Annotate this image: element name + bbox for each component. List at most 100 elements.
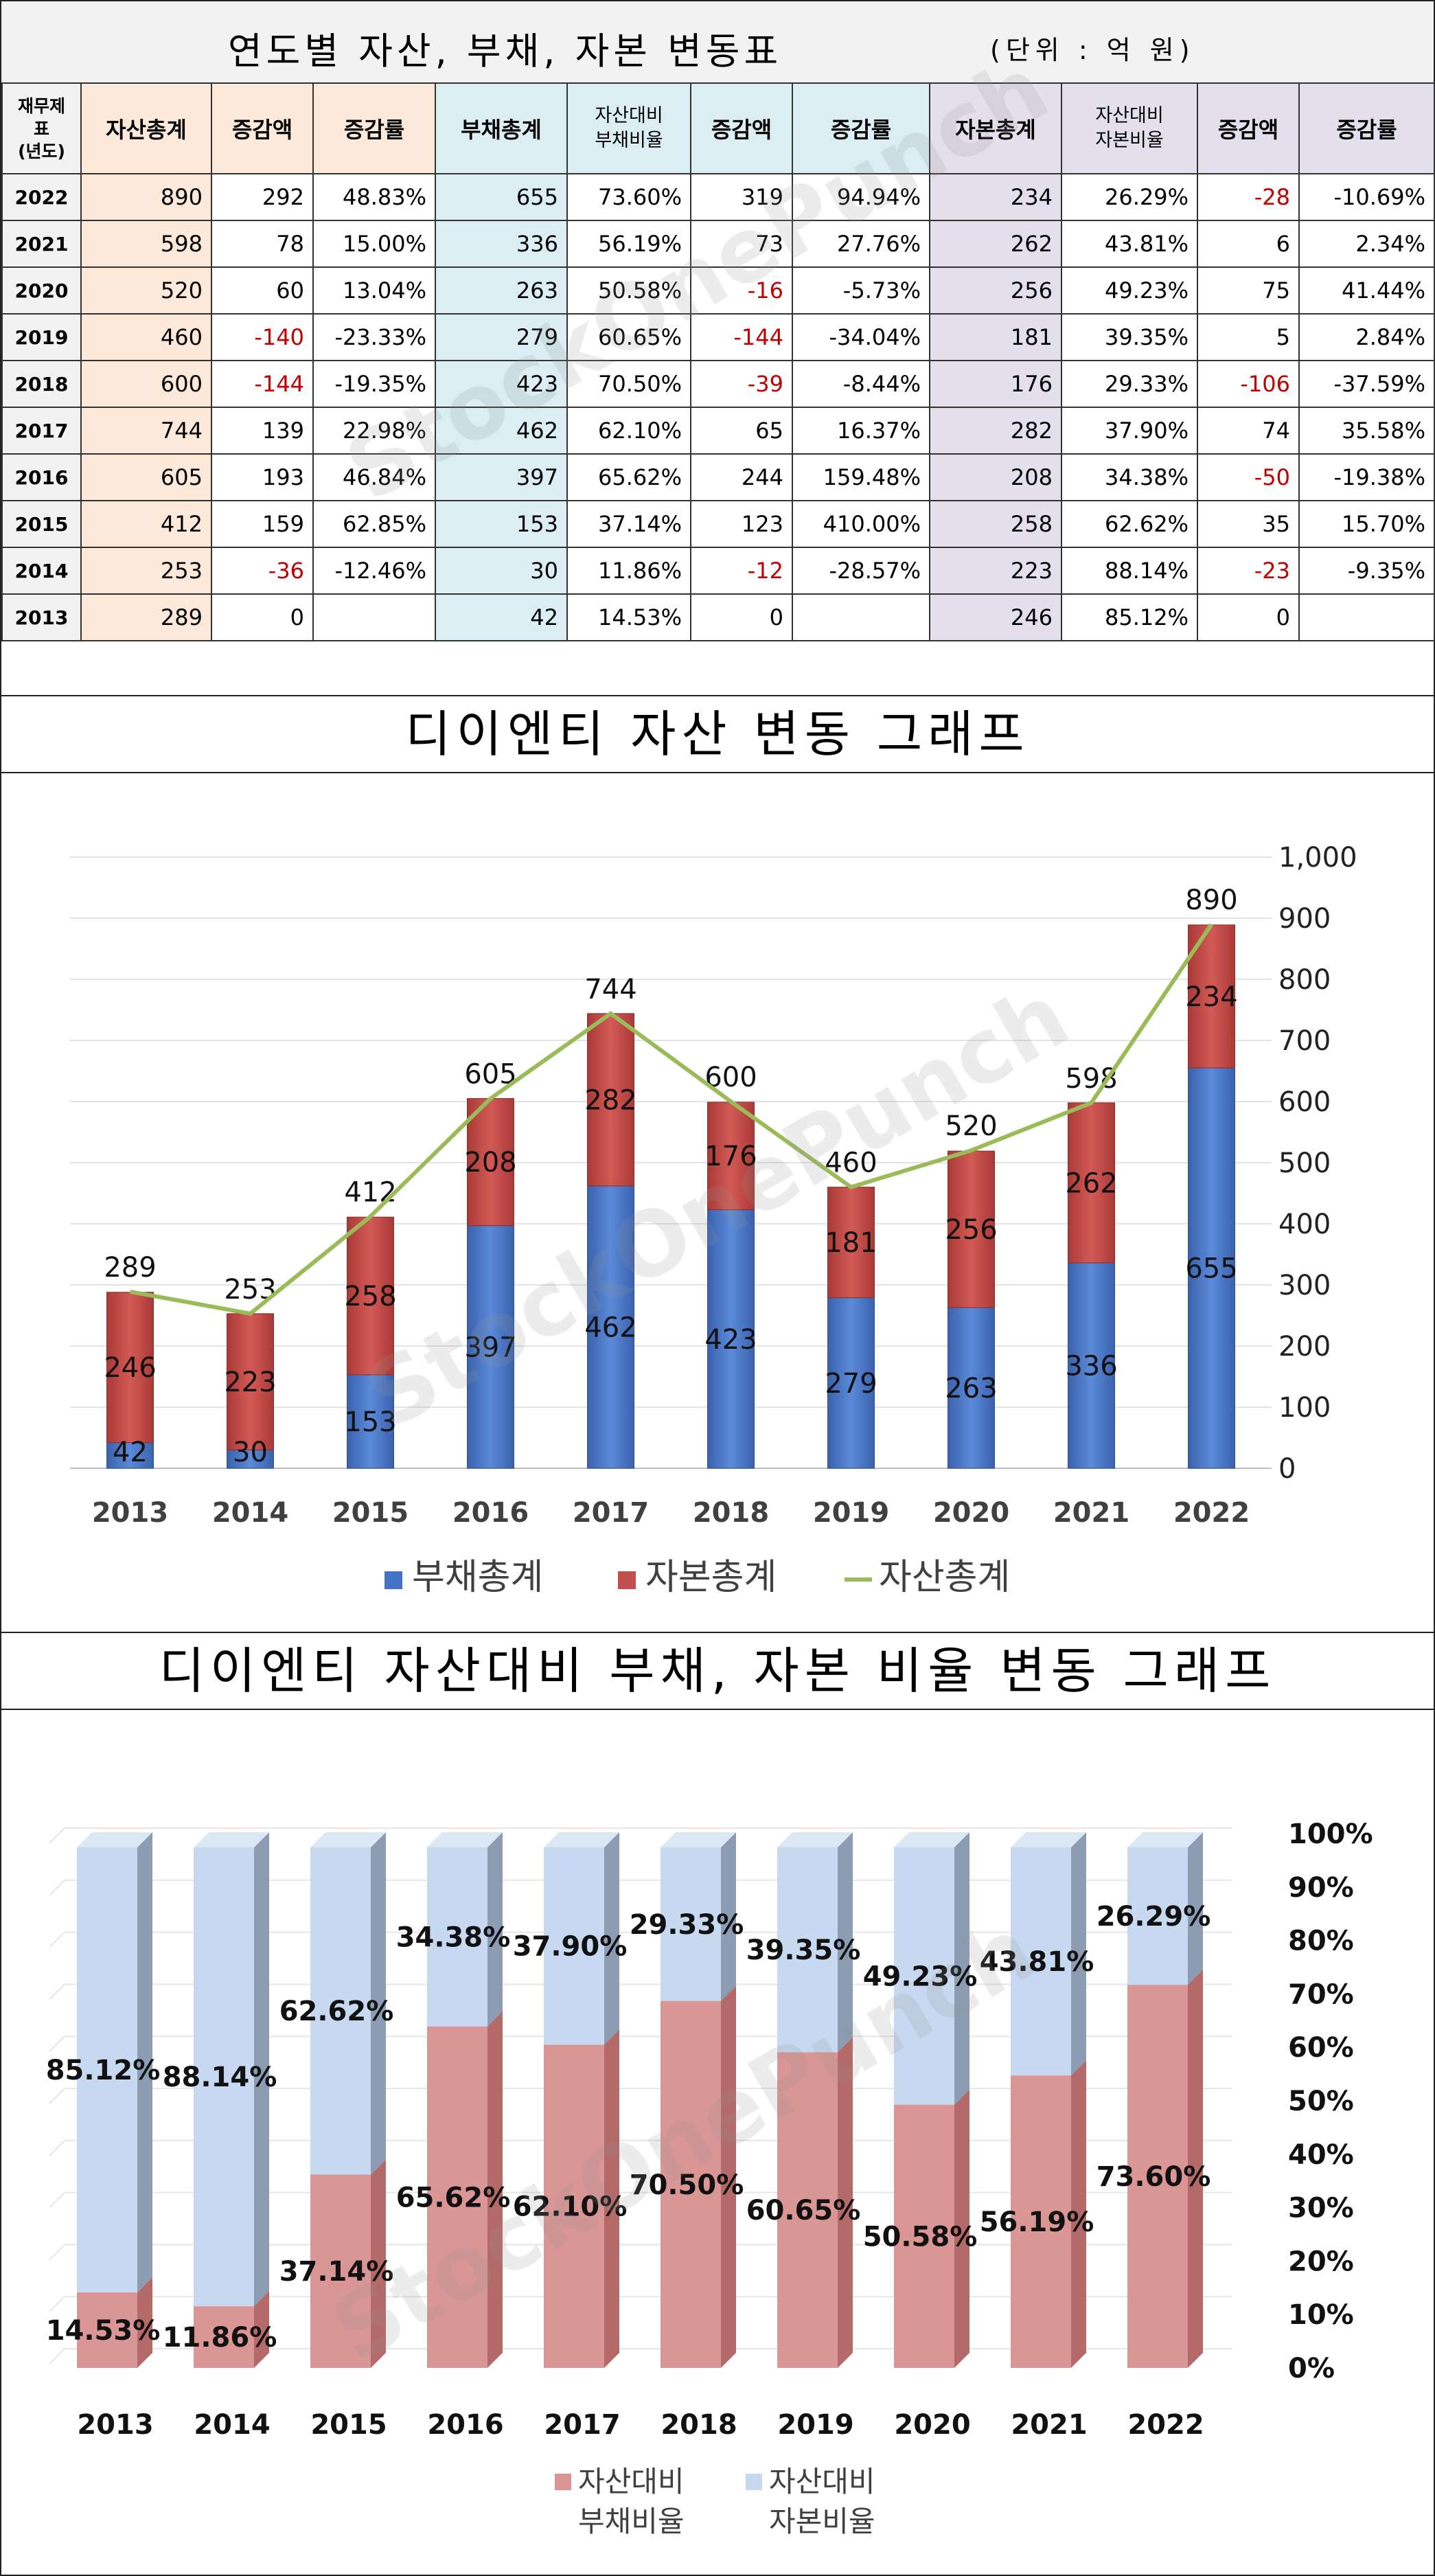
table-cell-a-rate: -12.46%	[312, 547, 436, 595]
table-cell-debt: 263	[435, 266, 568, 315]
table-row: 2022 890 292 48.83% 655 73.60% 319 94.94% 234 26.…	[1, 173, 1435, 221]
y-tick-label: 0	[1278, 1453, 1296, 1485]
table-cell-d-rate: 410.00%	[792, 500, 930, 548]
table-cell-a-chg: 78	[211, 220, 314, 268]
table-cell-d-chg: -12	[690, 547, 793, 595]
table-cell-e-rate: -19.38%	[1298, 453, 1435, 501]
table-cell-eq-ratio: 39.35%	[1061, 313, 1198, 361]
debt-value-label: 30	[233, 1437, 268, 1468]
debt-bar	[106, 1442, 154, 1469]
table-cell-a-rate: 22.98%	[312, 407, 436, 455]
gridline-slant	[49, 2191, 65, 2209]
legend-assets-label: 자산총계	[879, 1557, 1010, 1598]
table-cell-assets: 412	[80, 500, 212, 548]
table-cell-eq-ratio: 85.12%	[1061, 593, 1198, 641]
equity-ratio-bar	[777, 1847, 838, 2053]
table-cell-eq-ratio: 34.38%	[1061, 453, 1198, 501]
debt-ratio-label: 65.62%	[396, 2182, 511, 2213]
table-cell-a-rate: 46.84%	[312, 453, 436, 501]
debt-ratio-label: 50.58%	[863, 2221, 978, 2253]
table-cell-eq-ratio: 88.14%	[1061, 547, 1198, 595]
table-cell-d-chg: -16	[690, 266, 793, 315]
equity-ratio-label: 39.35%	[746, 1935, 861, 1966]
x-category-label: 2013	[77, 2409, 153, 2441]
y-tick-label: 90%	[1288, 1872, 1354, 1904]
table-cell-equity: 256	[929, 266, 1062, 315]
gridline-slant	[49, 1880, 65, 1896]
equity-ratio-bar-top	[77, 1832, 152, 1847]
table-title-bar: 연도별 자산, 부채, 자본 변동표 (단위 : 억 원)	[1, 1, 1434, 84]
y-tick-label: 400	[1278, 1209, 1331, 1240]
table-cell-debt-ratio: 56.19%	[566, 220, 691, 268]
table-cell-e-rate: -9.35%	[1298, 547, 1435, 595]
table-cell-equity: 246	[929, 593, 1062, 641]
table-cell-a-rate: -19.35%	[312, 360, 436, 408]
table-cell-debt: 423	[435, 360, 568, 408]
table-cell-debt-ratio: 14.53%	[566, 593, 691, 641]
debt-bar	[467, 1225, 514, 1469]
table-cell-assets: 598	[80, 220, 212, 268]
table-cell-a-rate: 62.85%	[312, 500, 436, 548]
table-row: 2019 460 -140 -23.33% 279 60.65% -144 -34.04% 18…	[1, 313, 1435, 361]
table-cell-d-rate: -34.04%	[792, 313, 930, 361]
debt-value-label: 397	[464, 1332, 516, 1363]
table-cell-e-rate: 41.44%	[1298, 266, 1435, 315]
equity-value-label: 208	[464, 1147, 516, 1178]
gridline-slant	[49, 2348, 65, 2364]
equity-bar	[467, 1098, 514, 1227]
y-tick-label: 900	[1278, 903, 1331, 935]
table-cell-e-chg: 75	[1197, 266, 1300, 315]
table-cell-a-rate: 15.00%	[312, 220, 436, 268]
debt-ratio-bar-side	[254, 2291, 269, 2368]
equity-ratio-bar	[427, 1847, 487, 2027]
legend-debt-ratio-label: 자산대비	[578, 2465, 685, 2498]
equity-ratio-label: 43.81%	[980, 1946, 1094, 1978]
table-cell-year: 2022	[1, 173, 82, 221]
debt-ratio-bar-side	[137, 2277, 152, 2368]
debt-ratio-label: 11.86%	[163, 2322, 277, 2353]
table-cell-d-rate: -28.57%	[792, 547, 930, 595]
table-cell-e-rate: -37.59%	[1298, 360, 1435, 408]
debt-value-label: 263	[945, 1373, 997, 1404]
col-header-debt-change: 증감액	[690, 82, 793, 174]
equity-ratio-bar-top	[661, 1832, 736, 1847]
chart2-title: 디이엔티 자산대비 부채, 자본 비율 변동 그래프	[1, 1632, 1434, 1710]
table-cell-equity: 208	[929, 453, 1062, 501]
equity-ratio-bar	[894, 1847, 954, 2105]
legend-equity-ratio-label: 자산대비	[769, 2465, 875, 2498]
table-cell-equity: 176	[929, 360, 1062, 408]
gridline-slant	[49, 2140, 65, 2156]
equity-ratio-bar-side	[954, 1832, 969, 2105]
financial-table: 재무제표 (년도) 자산총계 증감액 증감률 부채총계 자산대비 부채비율 증감…	[1, 82, 1435, 641]
debt-ratio-bar-side	[838, 2037, 853, 2368]
debt-ratio-label: 14.53%	[46, 2315, 161, 2347]
table-cell-d-rate: 94.94%	[792, 173, 930, 221]
table-cell-d-chg: 73	[690, 220, 793, 268]
y-tick-label: 60%	[1288, 2032, 1354, 2064]
table-cell-year: 2020	[1, 266, 82, 315]
table-cell-debt: 336	[435, 220, 568, 268]
table-cell-equity: 262	[929, 220, 1062, 268]
col-header-equity-rate: 증감률	[1298, 82, 1435, 174]
equity-ratio-bar-side	[604, 1832, 619, 2045]
table-cell-e-chg: -106	[1197, 360, 1300, 408]
equity-ratio-label: 29.33%	[630, 1909, 744, 1941]
equity-ratio-bar-top	[777, 1832, 853, 1847]
table-title: 연도별 자산, 부채, 자본 변동표	[228, 30, 783, 73]
debt-ratio-label: 70.50%	[630, 2169, 744, 2201]
equity-ratio-bar-side	[1071, 1832, 1086, 2076]
x-category-label: 2016	[452, 1497, 529, 1529]
table-cell-debt-ratio: 73.60%	[566, 173, 691, 221]
assets-total-label: 520	[945, 1110, 997, 1142]
equity-ratio-bar	[310, 1847, 371, 2175]
y-tick-label: 0%	[1288, 2353, 1335, 2384]
x-category-label: 2018	[693, 1497, 769, 1529]
chart1-title: 디이엔티 자산 변동 그래프	[1, 695, 1434, 773]
table-row: 2015 412 159 62.85% 153 37.14% 123 410.00% 258 62…	[1, 500, 1435, 548]
x-category-label: 2021	[1053, 1497, 1129, 1529]
col-header-assets-rate: 증감률	[312, 82, 436, 174]
table-cell-assets: 744	[80, 407, 212, 455]
x-category-label: 2015	[332, 1497, 409, 1529]
table-cell-debt-ratio: 37.14%	[566, 500, 691, 548]
